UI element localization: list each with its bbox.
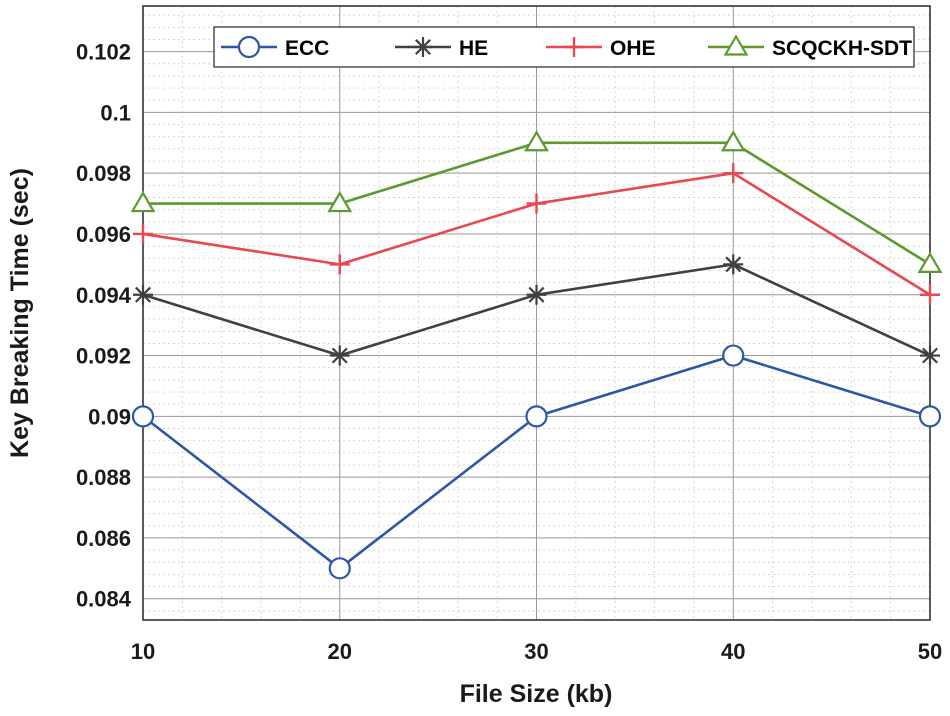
y-tick-label: 0.09 bbox=[88, 404, 131, 429]
x-tick-label: 50 bbox=[918, 639, 942, 664]
legend-label: SCQCKH-SDT bbox=[772, 37, 912, 60]
legend-marker bbox=[237, 35, 261, 59]
x-tick-label: 40 bbox=[721, 639, 745, 664]
data-point-ohe bbox=[133, 223, 153, 244]
y-tick-label: 0.096 bbox=[76, 222, 131, 247]
data-point-he bbox=[329, 345, 350, 366]
y-axis-ticks: 0.084 0.086 0.088 0.09 0.092 0.094 0.096 0.098 0… bbox=[76, 40, 132, 612]
data-point-scqckh-sdt bbox=[327, 190, 353, 213]
y-tick-label: 0.1 bbox=[100, 100, 131, 125]
data-point-scqckh-sdt bbox=[524, 130, 549, 152]
data-point-ecc bbox=[525, 405, 548, 428]
data-point-ecc bbox=[131, 405, 155, 428]
legend-marker bbox=[564, 37, 584, 57]
legend-label: ECC bbox=[285, 37, 329, 60]
y-tick-label: 0.084 bbox=[76, 587, 132, 612]
legend-item-ecc: ECC bbox=[221, 35, 329, 60]
data-point-ecc bbox=[918, 405, 942, 428]
data-point-scqckh-sdt bbox=[130, 190, 156, 213]
y-axis-label: Key Breaking Time (sec) bbox=[6, 168, 34, 458]
data-point-ohe bbox=[723, 163, 744, 184]
series-ecc bbox=[131, 344, 942, 580]
x-axis-ticks: 10 20 30 40 50 bbox=[131, 639, 942, 664]
data-point-he bbox=[526, 284, 547, 305]
y-tick-label: 0.098 bbox=[76, 161, 131, 186]
data-point-scqckh-sdt bbox=[720, 130, 746, 152]
data-point-ohe bbox=[329, 254, 350, 275]
data-point-he bbox=[133, 284, 153, 305]
y-tick-label: 0.092 bbox=[76, 344, 131, 369]
legend-marker bbox=[723, 34, 749, 56]
y-tick-label: 0.086 bbox=[76, 526, 131, 551]
legend-items: ECC HE OHE SCQCKH-SDT bbox=[221, 34, 912, 60]
data-point-he bbox=[723, 254, 744, 275]
data-point-scqckh-sdt bbox=[917, 251, 943, 273]
data-point-he bbox=[920, 345, 940, 366]
x-tick-label: 10 bbox=[131, 639, 155, 664]
data-point-ohe bbox=[526, 193, 547, 214]
y-tick-label: 0.088 bbox=[76, 465, 131, 490]
series-scqckh-sdt bbox=[130, 130, 943, 273]
series-ohe bbox=[133, 163, 940, 305]
legend-item-ohe: OHE bbox=[546, 37, 656, 60]
legend-item-scqckh-sdt: SCQCKH-SDT bbox=[708, 34, 912, 60]
data-point-ecc bbox=[722, 344, 745, 367]
legend-label: HE bbox=[459, 37, 488, 60]
series-layer bbox=[130, 130, 943, 580]
data-point-ecc bbox=[328, 557, 351, 580]
legend-label: OHE bbox=[610, 37, 656, 60]
legend-item-he: HE bbox=[395, 37, 488, 60]
legend-marker bbox=[413, 37, 433, 57]
y-tick-label: 0.094 bbox=[76, 283, 132, 308]
legend: ECC HE OHE SCQCKH-SDT bbox=[213, 26, 915, 68]
data-point-ohe bbox=[920, 284, 940, 305]
x-axis-label: File Size (kb) bbox=[460, 680, 613, 708]
y-tick-label: 0.102 bbox=[76, 40, 131, 65]
x-tick-label: 20 bbox=[328, 639, 352, 664]
series-he bbox=[133, 254, 940, 366]
x-tick-label: 30 bbox=[524, 639, 548, 664]
plot-border bbox=[142, 5, 931, 621]
